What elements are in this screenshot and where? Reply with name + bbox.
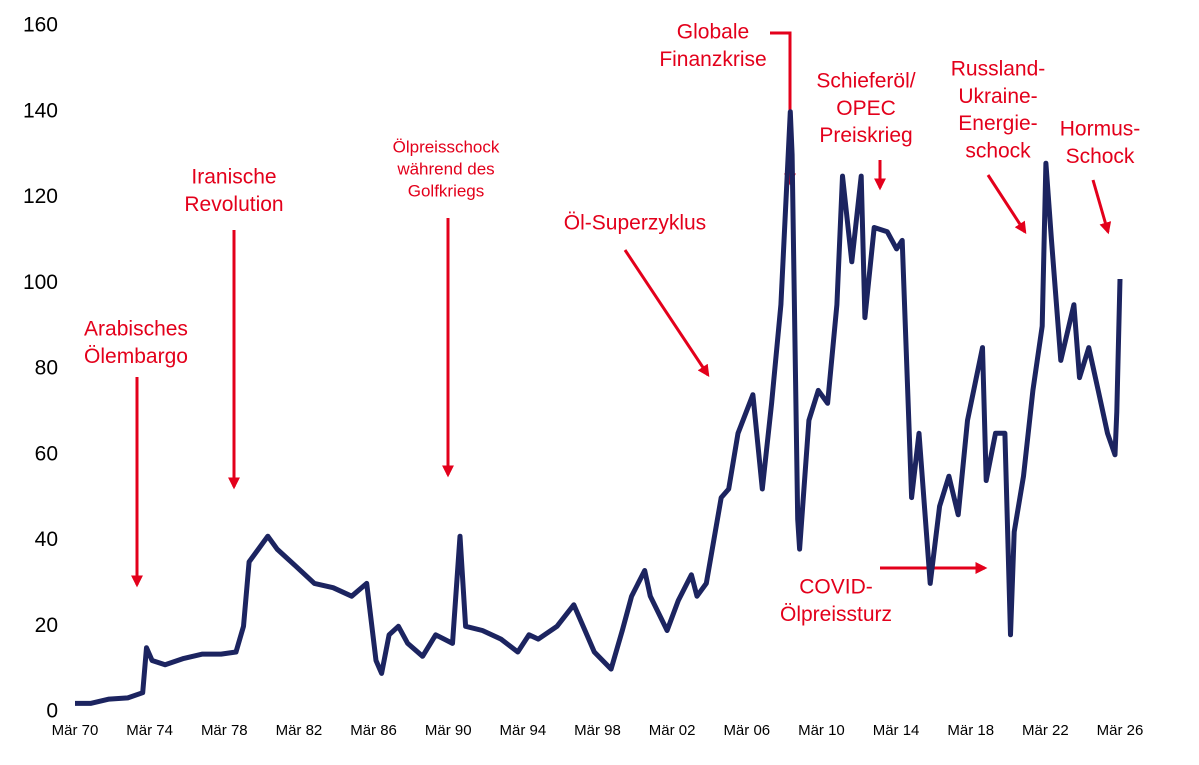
- x-tick-label: Mär 22: [1022, 722, 1069, 739]
- annotation: Globale: [677, 21, 749, 44]
- x-tick-label: Mär 74: [126, 722, 173, 739]
- annotation: Finanzkrise: [659, 48, 766, 71]
- x-tick-label: Mär 90: [425, 722, 472, 739]
- annotation: Preiskrieg: [819, 124, 912, 147]
- x-tick-label: Mär 06: [723, 722, 770, 739]
- annotation: während des: [396, 160, 494, 179]
- annotation: Russland-: [951, 58, 1046, 81]
- annotation: COVID-: [799, 576, 873, 599]
- x-tick-label: Mär 26: [1097, 722, 1144, 739]
- y-tick-label: 120: [23, 185, 58, 208]
- x-tick-label: Mär 02: [649, 722, 696, 739]
- annotation: Golfkriegs: [408, 182, 485, 201]
- annotation: Ölpreisschock: [393, 137, 500, 156]
- annotation: schock: [965, 139, 1031, 162]
- x-tick-label: Mär 70: [52, 722, 99, 739]
- annotation: Ölembargo: [84, 345, 188, 368]
- x-tick-label: Mär 78: [201, 722, 248, 739]
- y-tick-label: 60: [35, 442, 58, 465]
- y-tick-label: 100: [23, 271, 58, 294]
- x-tick-label: Mär 98: [574, 722, 621, 739]
- y-tick-label: 160: [23, 14, 58, 37]
- annotation: Schieferöl/: [816, 70, 915, 93]
- y-tick-label: 40: [35, 528, 58, 551]
- x-tick-label: Mär 86: [350, 722, 397, 739]
- y-tick-label: 80: [35, 357, 58, 380]
- annotation: Öl-Superzyklus: [564, 212, 706, 235]
- annotation: Ukraine-: [958, 85, 1037, 108]
- y-tick-label: 0: [46, 700, 58, 723]
- annotation: Arabisches: [84, 318, 188, 341]
- price-line: [75, 109, 1123, 706]
- x-tick-label: Mär 18: [947, 722, 994, 739]
- arrow: [986, 174, 1027, 235]
- y-tick-label: 20: [35, 614, 58, 637]
- y-tick-label: 140: [23, 99, 58, 122]
- annotation: Schock: [1066, 145, 1135, 168]
- annotation: Hormus-: [1060, 118, 1141, 141]
- annotation: OPEC: [836, 97, 896, 120]
- x-tick-label: Mär 10: [798, 722, 845, 739]
- annotation: Revolution: [184, 193, 283, 216]
- x-tick-label: Mär 82: [276, 722, 323, 739]
- annotation: Ölpreissturz: [780, 603, 892, 626]
- annotation: Iranische: [191, 166, 276, 189]
- arrow: [1091, 179, 1112, 235]
- arrow: [623, 249, 710, 377]
- annotation: Energie-: [958, 112, 1037, 135]
- x-tick-label: Mär 94: [500, 722, 547, 739]
- x-tick-label: Mär 14: [873, 722, 920, 739]
